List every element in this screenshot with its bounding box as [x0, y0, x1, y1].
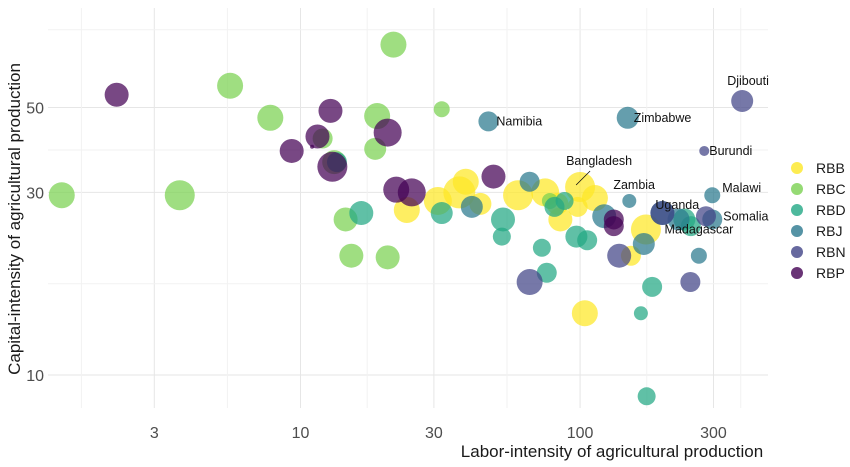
point-rbn [731, 90, 754, 113]
point-rbd [349, 201, 374, 226]
annotation-namibia: Namibia [496, 114, 542, 128]
point-rbj [704, 187, 721, 204]
point-rbd [555, 191, 574, 210]
annotation-djibouti: Djibouti [727, 74, 769, 88]
point-rbp [104, 82, 129, 107]
legend-key-rbb [791, 162, 803, 174]
point-rbc [375, 245, 400, 270]
point-rbd [492, 227, 511, 246]
legend-label-rbc: RBC [816, 181, 846, 197]
annotation-malawi: Malawi [722, 181, 761, 195]
legend-label-rbn: RBN [816, 244, 846, 260]
point-rbd [637, 387, 656, 406]
x-tick-label: 10 [292, 425, 310, 442]
point-rbj [478, 111, 499, 132]
point-rbd [430, 202, 453, 225]
point-rbn [650, 201, 675, 226]
legend-label-rbj: RBJ [816, 223, 842, 239]
tick-labels: 3 10 30 100 300 10 30 50 [26, 101, 727, 442]
point-rbc [339, 243, 364, 268]
point-rbb [571, 300, 598, 327]
point-rbj [519, 171, 540, 192]
point-rbc [164, 180, 195, 211]
y-tick-label: 30 [26, 185, 44, 202]
annotation-leader-bangladesh [575, 170, 591, 186]
point-rbc [257, 104, 284, 131]
y-tick-label: 50 [26, 101, 44, 118]
x-tick-label: 30 [425, 425, 443, 442]
point-rbp [317, 151, 348, 182]
point-rbj [632, 232, 655, 255]
point-rbc [48, 182, 75, 209]
point-rbn [699, 145, 710, 156]
legend-key-rbc [791, 183, 803, 195]
x-tick-label: 3 [150, 425, 159, 442]
point-rbj [622, 193, 637, 208]
point-rbp [481, 164, 506, 189]
point-rbd [642, 276, 663, 297]
legend-key-rbj [791, 225, 803, 237]
point-rbp [279, 138, 304, 163]
point-rbp [373, 118, 402, 147]
point-rbc [433, 101, 450, 118]
point-rbd [490, 207, 515, 232]
point-rbb [452, 168, 479, 195]
y-axis-title: Capital-intensity of agricultural produc… [5, 63, 24, 375]
point-rbn [607, 243, 632, 268]
point-rbd [633, 306, 648, 321]
point-rbn [695, 206, 716, 227]
point-rbc [217, 72, 244, 99]
x-tick-label: 100 [567, 425, 594, 442]
annotation-zambia: Zambia [613, 178, 655, 192]
point-rbj [616, 106, 639, 129]
legend-label-rbd: RBD [816, 202, 846, 218]
legend-label-rbp: RBP [816, 265, 845, 281]
legend: RBB RBC RBD RBJ RBN RBP [791, 160, 846, 281]
point-rbn [516, 269, 543, 296]
point-rbj [460, 195, 483, 218]
x-tick-label: 300 [700, 425, 727, 442]
point-rbp [603, 216, 624, 237]
data-points [48, 31, 754, 406]
point-rbn [680, 272, 701, 293]
point-rbd [532, 238, 551, 257]
point-rbp [397, 178, 426, 207]
annotation-uganda: Uganda [655, 198, 699, 212]
annotation-bangladesh: Bangladesh [566, 154, 632, 168]
point-rbj [690, 247, 707, 264]
annotation-zimbabwe: Zimbabwe [634, 111, 692, 125]
annotation-burundi: Burundi [709, 144, 752, 158]
legend-key-rbn [791, 246, 803, 258]
x-axis-title: Labor-intensity of agricultural producti… [461, 442, 763, 461]
point-rbp [318, 98, 343, 123]
annotation-somalia: Somalia [723, 209, 768, 223]
y-tick-label: 10 [26, 368, 44, 385]
legend-label-rbb: RBB [816, 160, 845, 176]
point-rbp [305, 124, 330, 149]
point-rbd [577, 230, 598, 251]
annotation-madagascar: Madagascar [665, 222, 734, 236]
legend-key-rbd [791, 204, 803, 216]
point-rbc [380, 31, 407, 58]
legend-key-rbp [791, 267, 803, 279]
